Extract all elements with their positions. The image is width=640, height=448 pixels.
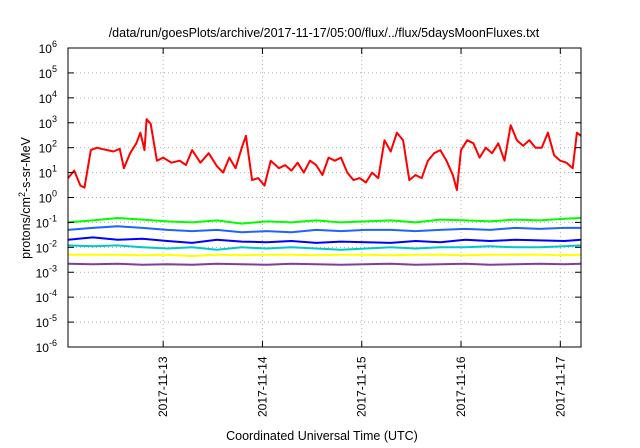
y-tick-label: 100 — [39, 189, 57, 206]
x-tick-label: 2017-11-16 — [454, 356, 468, 417]
y-tick-label: 103 — [39, 114, 57, 131]
y-tick-label: 102 — [39, 139, 57, 156]
series-line-6 — [68, 253, 582, 257]
x-axis-label: Coordinated Universal Time (UTC) — [226, 429, 418, 443]
y-tick-label: 105 — [39, 64, 57, 81]
series-line-5 — [67, 244, 582, 251]
series-line-4 — [67, 225, 581, 234]
chart-title: /data/run/goesPlots/archive/2017-11-17/0… — [109, 26, 540, 40]
y-tick-label: 101 — [39, 164, 57, 181]
y-tick-label: 10-3 — [36, 263, 57, 280]
series-line-1 — [67, 118, 582, 191]
series-line-2 — [67, 217, 582, 225]
x-tick-label: 2017-11-17 — [553, 356, 567, 417]
y-axis-label: protons/cm2-s-sr-MeV — [17, 136, 33, 258]
y-tick-label: 10-1 — [36, 213, 57, 230]
y-tick-label: 10-5 — [36, 313, 57, 330]
series-line-3 — [67, 236, 582, 244]
series-lines — [67, 118, 582, 266]
y-axis-label-suffix: -s-sr-MeV — [19, 136, 33, 192]
y-tick-label: 106 — [39, 39, 57, 56]
y-tick-label: 10-6 — [36, 338, 57, 355]
series-line-7 — [67, 262, 582, 266]
x-axis-ticks: 2017-11-13 2017-11-14 2017-11-15 2017-11-16… — [156, 48, 567, 417]
x-tick-label: 2017-11-13 — [156, 356, 170, 417]
y-tick-label: 10-2 — [36, 238, 57, 255]
y-axis-ticks: 106 105 104 103 102 101 100 10-1 10-2 10-3 10-4 10-… — [36, 39, 581, 355]
y-axis-label-prefix: protons/cm — [19, 197, 33, 259]
y-tick-label: 10-4 — [36, 288, 57, 305]
x-tick-label: 2017-11-15 — [355, 356, 369, 417]
y-tick-label: 104 — [39, 89, 57, 106]
y-axis-label-superscript: 2 — [17, 192, 27, 197]
x-tick-label: 2017-11-14 — [255, 356, 269, 417]
